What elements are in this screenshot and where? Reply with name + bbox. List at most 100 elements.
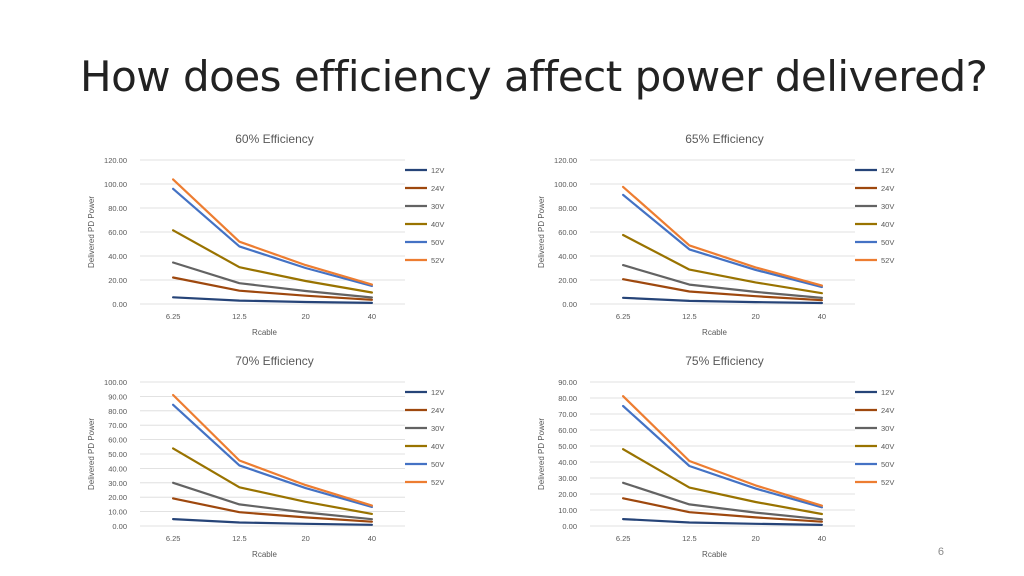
series-line-50v (621, 193, 823, 289)
x-tick-label: 6.25 (616, 312, 631, 321)
y-tick-label: 100.00 (104, 378, 127, 387)
legend-label: 50V (881, 460, 894, 469)
series-line-24v (171, 497, 373, 523)
legend-label: 24V (881, 406, 894, 415)
y-tick-label: 70.00 (108, 421, 127, 430)
chart-title: 60% Efficiency (235, 132, 314, 146)
y-tick-label: 30.00 (558, 474, 577, 483)
legend-label: 52V (431, 478, 444, 487)
y-tick-label: 90.00 (558, 378, 577, 387)
chart-title: 65% Efficiency (685, 132, 764, 146)
legend-label: 30V (431, 202, 444, 211)
series-line-12v (171, 518, 373, 526)
y-tick-label: 10.00 (558, 506, 577, 515)
y-tick-label: 20.00 (108, 493, 127, 502)
legend-label: 52V (431, 256, 444, 265)
series-line-30v (621, 264, 823, 299)
x-tick-label: 6.25 (616, 534, 631, 543)
legend-label: 12V (431, 388, 444, 397)
legend-label: 24V (881, 184, 894, 193)
y-tick-label: 50.00 (558, 442, 577, 451)
legend-label: 50V (431, 238, 444, 247)
y-tick-label: 50.00 (108, 450, 127, 459)
series-line-50v (171, 187, 373, 288)
chart-75-efficiency: 75% Efficiency 0.00 10.00 20.00 30.00 40.00 50… (510, 348, 980, 570)
y-tick-label: 20.00 (108, 276, 127, 285)
series-line-50v (171, 403, 373, 509)
series-line-12v (171, 296, 373, 304)
chart-70-efficiency: 70% Efficiency 0.00 10.00 20.00 30.00 40.00 50… (60, 348, 530, 570)
y-tick-label: 0.00 (562, 522, 577, 531)
series-line-52v (171, 393, 373, 507)
x-axis-label: Rcable (252, 328, 277, 337)
series-line-12v (621, 518, 823, 526)
y-tick-label: 60.00 (558, 426, 577, 435)
x-axis-label: Rcable (702, 550, 727, 559)
y-tick-label: 120.00 (104, 156, 127, 165)
y-tick-label: 80.00 (558, 394, 577, 403)
x-tick-label: 40 (818, 312, 826, 321)
x-tick-label: 20 (301, 312, 309, 321)
y-tick-label: 80.00 (558, 204, 577, 213)
series-line-40v (171, 229, 373, 294)
x-tick-label: 40 (368, 534, 376, 543)
legend-label: 52V (881, 256, 894, 265)
x-tick-label: 20 (301, 534, 309, 543)
y-tick-label: 100.00 (554, 180, 577, 189)
chart-svg: 70% Efficiency 0.00 10.00 20.00 30.00 40.00 50… (87, 354, 444, 559)
y-tick-label: 40.00 (108, 464, 127, 473)
y-tick-label: 10.00 (108, 508, 127, 517)
series-line-24v (621, 278, 823, 302)
legend-label: 50V (881, 238, 894, 247)
y-tick-label: 20.00 (558, 490, 577, 499)
legend-label: 40V (881, 220, 894, 229)
legend-label: 24V (431, 406, 444, 415)
legend-label: 40V (431, 442, 444, 451)
legend-label: 50V (431, 460, 444, 469)
series-line-24v (621, 497, 823, 523)
x-tick-label: 40 (368, 312, 376, 321)
y-axis-label: Delivered PD Power (87, 418, 96, 490)
x-tick-label: 40 (818, 534, 826, 543)
legend-label: 12V (881, 166, 894, 175)
series-line-40v (621, 448, 823, 516)
y-tick-label: 60.00 (108, 436, 127, 445)
chart-svg: 65% Efficiency 0.00 20.00 40.00 60.00 80.00 10… (537, 132, 894, 337)
legend-label: 40V (881, 442, 894, 451)
x-tick-label: 12.5 (232, 534, 247, 543)
x-tick-label: 6.25 (166, 312, 181, 321)
chart-svg: 75% Efficiency 0.00 10.00 20.00 30.00 40.00 50… (537, 354, 894, 559)
chart-svg: 60% Efficiency 0.00 20.00 40.00 60.00 80.00 10… (87, 132, 444, 337)
x-tick-label: 12.5 (232, 312, 247, 321)
y-tick-label: 100.00 (104, 180, 127, 189)
chart-60-efficiency: 60% Efficiency 0.00 20.00 40.00 60.00 80.00 10… (60, 126, 530, 348)
legend-label: 24V (431, 184, 444, 193)
legend-label: 30V (881, 202, 894, 211)
chart-65-efficiency: 65% Efficiency 0.00 20.00 40.00 60.00 80.00 10… (510, 126, 980, 348)
y-axis-label: Delivered PD Power (537, 196, 546, 268)
legend-label: 30V (431, 424, 444, 433)
slide-title: How does efficiency affect power deliver… (80, 52, 988, 101)
y-tick-label: 80.00 (108, 204, 127, 213)
legend-label: 40V (431, 220, 444, 229)
y-tick-label: 60.00 (108, 228, 127, 237)
chart-title: 75% Efficiency (685, 354, 764, 368)
y-tick-label: 40.00 (108, 252, 127, 261)
x-tick-label: 12.5 (682, 312, 697, 321)
y-tick-label: 40.00 (558, 252, 577, 261)
series-line-52v (621, 185, 823, 287)
series-line-12v (621, 296, 823, 305)
x-tick-label: 20 (751, 534, 759, 543)
legend-label: 52V (881, 478, 894, 487)
series-line-30v (621, 481, 823, 521)
series-line-50v (621, 404, 823, 509)
series-line-30v (171, 261, 373, 299)
y-tick-label: 0.00 (112, 522, 127, 531)
y-tick-label: 60.00 (558, 228, 577, 237)
y-axis-label: Delivered PD Power (87, 196, 96, 268)
series-line-40v (171, 447, 373, 515)
y-tick-label: 20.00 (558, 276, 577, 285)
y-tick-label: 70.00 (558, 410, 577, 419)
x-axis-label: Rcable (252, 550, 277, 559)
legend-label: 12V (881, 388, 894, 397)
